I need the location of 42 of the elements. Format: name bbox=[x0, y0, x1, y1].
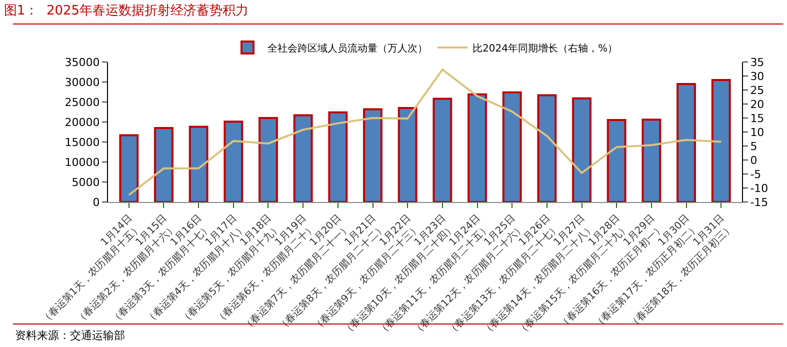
bar bbox=[537, 94, 557, 202]
y2-tick-label: 35 bbox=[750, 56, 764, 69]
y2-tick-label: 15 bbox=[750, 112, 764, 125]
legend-label: 比2024年同期增长（右轴，%） bbox=[472, 42, 618, 54]
y2-tick-label: 25 bbox=[750, 84, 764, 97]
bar bbox=[711, 79, 731, 202]
y2-tick-label: 30 bbox=[750, 70, 764, 83]
y-tick-label: 30000 bbox=[64, 76, 100, 89]
y2-tick-label: -10 bbox=[750, 182, 768, 195]
bar bbox=[606, 119, 626, 202]
y-tick-label: 25000 bbox=[64, 96, 100, 109]
y2-tick-label: 20 bbox=[750, 98, 764, 111]
bar bbox=[676, 83, 696, 202]
y2-tick-label: 10 bbox=[750, 126, 764, 139]
chart-title: 图1： 2025年春运数据折射经济蓄势积力 bbox=[4, 3, 249, 18]
y2-tick-label: 5 bbox=[750, 140, 758, 153]
y-tick-label: 20000 bbox=[64, 116, 100, 129]
y-tick-label: 15000 bbox=[64, 136, 100, 149]
bar bbox=[398, 107, 418, 202]
legend-label: 全社会跨区域人员流动量（万人次） bbox=[268, 42, 428, 54]
y-tick-label: 5000 bbox=[72, 176, 100, 189]
bar bbox=[432, 98, 452, 202]
bar bbox=[293, 114, 313, 202]
bar bbox=[642, 118, 662, 202]
y-tick-label: 35000 bbox=[64, 56, 100, 69]
bar bbox=[502, 91, 522, 202]
bar bbox=[572, 97, 592, 202]
bar bbox=[154, 127, 174, 202]
bar bbox=[328, 111, 348, 202]
y2-tick-label: 0 bbox=[750, 154, 758, 167]
bar bbox=[188, 126, 208, 202]
y2-tick-label: -15 bbox=[750, 196, 768, 209]
line-series bbox=[128, 68, 722, 196]
y-tick-label: 0 bbox=[92, 196, 100, 209]
text: 资料来源：交通运输部 bbox=[15, 329, 125, 342]
y2-tick-label: -5 bbox=[750, 168, 762, 181]
bar bbox=[363, 108, 382, 202]
bar bbox=[468, 93, 487, 202]
bar bbox=[258, 117, 278, 202]
bar bbox=[119, 134, 139, 202]
y-tick-label: 10000 bbox=[64, 156, 100, 169]
bar bbox=[224, 120, 244, 202]
